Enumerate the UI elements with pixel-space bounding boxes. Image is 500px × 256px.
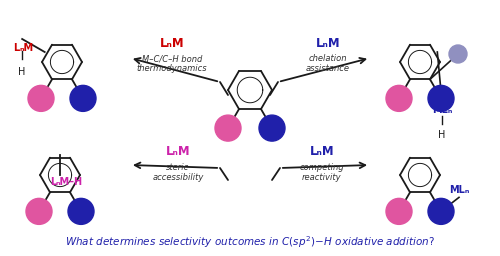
Text: LₙM: LₙM (310, 145, 334, 158)
Circle shape (28, 85, 54, 111)
Text: H: H (18, 67, 26, 77)
Circle shape (215, 115, 241, 141)
Text: MLₙ: MLₙ (432, 105, 452, 115)
Text: $\bf{\it{What\ determines\ selectivity\ outcomes\ in\ C(sp^2)\!-\!H\ oxidative\ : $\bf{\it{What\ determines\ selectivity\ … (65, 234, 435, 250)
Text: ₙM–H: ₙM–H (56, 177, 83, 187)
Text: M–C/C–H bond
thermodynamics: M–C/C–H bond thermodynamics (136, 54, 208, 73)
Text: L: L (50, 177, 56, 187)
Text: steric
accessibility: steric accessibility (152, 163, 204, 182)
Text: LₙM: LₙM (160, 37, 184, 50)
Text: LₙM: LₙM (316, 37, 340, 50)
Circle shape (26, 198, 52, 224)
Text: chelation
assistance: chelation assistance (306, 54, 350, 73)
Circle shape (68, 198, 94, 224)
Circle shape (70, 85, 96, 111)
Text: MLₙ: MLₙ (449, 185, 469, 195)
Text: LₙM: LₙM (166, 145, 190, 158)
Circle shape (428, 85, 454, 111)
Circle shape (449, 45, 467, 63)
Text: H: H (438, 130, 446, 140)
Text: ₙM: ₙM (19, 43, 34, 53)
Text: L: L (13, 43, 19, 53)
Circle shape (386, 85, 412, 111)
Circle shape (259, 115, 285, 141)
Text: competing
reactivity: competing reactivity (300, 163, 344, 182)
Circle shape (386, 198, 412, 224)
Circle shape (428, 198, 454, 224)
